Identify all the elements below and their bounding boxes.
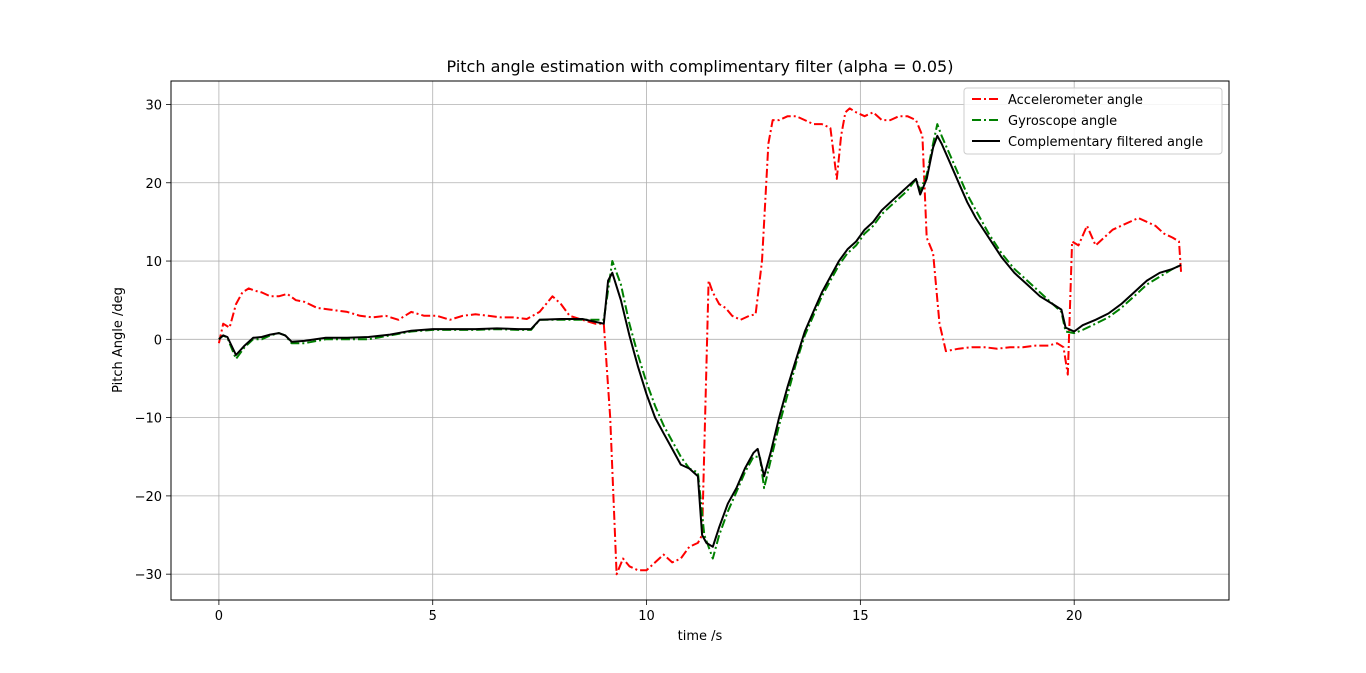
y-tick-label: 30	[145, 98, 162, 113]
legend-label: Gyroscope angle	[1008, 114, 1117, 129]
series-lines	[217, 107, 1183, 576]
plot-frame	[170, 80, 1230, 601]
legend: Accelerometer angle Gyroscope angle Comple…	[963, 87, 1223, 155]
y-axis-label: Pitch Angle /deg	[111, 287, 126, 393]
legend-label: Complementary filtered angle	[1008, 135, 1203, 150]
y-tick-label: 0	[154, 333, 162, 348]
series-line-0	[217, 107, 1183, 576]
x-axis-label: time /s	[678, 629, 723, 644]
x-tick-label: 10	[638, 609, 655, 624]
series-line-2	[218, 134, 1182, 548]
grid-lines	[171, 81, 1229, 600]
y-tick-label: 20	[145, 177, 162, 192]
y-tick-label: 10	[145, 255, 162, 270]
legend-box	[963, 87, 1223, 155]
x-tick-label: 15	[852, 609, 869, 624]
x-tick-label: 0	[215, 609, 223, 624]
y-tick-label: −20	[135, 490, 162, 505]
legend-label: Accelerometer angle	[1008, 93, 1143, 108]
y-tick-label: −10	[135, 412, 162, 427]
axis-ticks: 0 5 10 15 20 −30 −20 −10 0 10 20 30	[135, 98, 1083, 624]
chart-title: Pitch angle estimation with complimentar…	[447, 57, 954, 76]
y-tick-label: −30	[135, 568, 162, 583]
x-tick-label: 20	[1066, 609, 1083, 624]
x-tick-label: 5	[429, 609, 437, 624]
